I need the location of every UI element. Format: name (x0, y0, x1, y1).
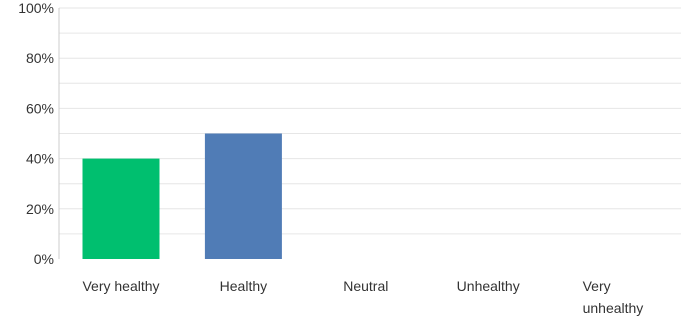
y-tick-label: 20% (26, 201, 54, 217)
category-label: Very healthy (82, 278, 159, 294)
category-label: Neutral (343, 278, 388, 294)
y-tick-labels: 0% 20% 40% 60% 80% 100% (18, 0, 54, 267)
y-tick-label: 80% (26, 50, 54, 66)
bar (204, 133, 282, 259)
bar (82, 158, 160, 259)
gridlines (59, 7, 681, 235)
category-labels: Very healthy Healthy Neutral Unhealthy Very u… (82, 278, 643, 316)
category-label: Healthy (220, 278, 267, 294)
y-tick-label: 100% (18, 0, 54, 16)
category-label: Unhealthy (457, 278, 520, 294)
category-label: Very unhealthy (583, 278, 644, 316)
bars (82, 133, 282, 259)
y-tick-label: 0% (34, 251, 54, 267)
y-tick-label: 60% (26, 100, 54, 116)
y-tick-label: 40% (26, 151, 54, 167)
